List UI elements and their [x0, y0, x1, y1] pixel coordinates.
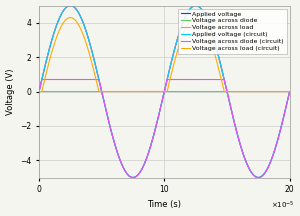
Text: $\times10^{-5}$: $\times10^{-5}$	[271, 200, 295, 211]
Voltage across diode	[281, 120, 284, 123]
Applied voltage	[37, 90, 41, 93]
Voltage across load	[281, 90, 284, 93]
Applied voltage (circuit)	[281, 120, 284, 123]
Applied voltage	[50, 39, 54, 41]
Applied voltage (circuit)	[68, 4, 72, 7]
Line: Applied voltage (circuit): Applied voltage (circuit)	[39, 6, 290, 178]
Voltage across load (circuit)	[288, 90, 291, 93]
Line: Voltage across diode (circuit): Voltage across diode (circuit)	[39, 79, 290, 178]
Applied voltage (circuit)	[37, 90, 41, 93]
Voltage across load	[68, 4, 72, 7]
Applied voltage	[281, 120, 284, 123]
Voltage across diode	[152, 132, 156, 135]
Applied voltage (circuit)	[288, 90, 291, 93]
Applied voltage (circuit)	[50, 39, 54, 41]
Voltage across load (circuit)	[68, 16, 72, 19]
Applied voltage	[152, 132, 156, 134]
X-axis label: Time (s): Time (s)	[147, 200, 181, 209]
Applied voltage	[288, 90, 291, 93]
Line: Voltage across load (circuit): Voltage across load (circuit)	[39, 17, 290, 92]
Voltage across diode (circuit)	[235, 130, 238, 132]
Voltage across load (circuit)	[281, 90, 284, 93]
Voltage across diode (circuit)	[40, 78, 44, 81]
Voltage across load	[152, 90, 156, 93]
Voltage across load (circuit)	[280, 90, 284, 93]
Voltage across diode	[288, 90, 291, 93]
Voltage across diode (circuit)	[256, 176, 260, 179]
Voltage across diode (circuit)	[281, 120, 284, 122]
Voltage across load (circuit)	[159, 90, 163, 93]
Applied voltage (circuit)	[159, 105, 163, 107]
Applied voltage (circuit)	[152, 132, 156, 134]
Voltage across load	[288, 90, 291, 93]
Voltage across load (circuit)	[152, 90, 156, 93]
Voltage across diode (circuit)	[159, 105, 163, 107]
Applied voltage	[159, 105, 163, 107]
Voltage across diode (circuit)	[152, 132, 156, 134]
Voltage across load (circuit)	[50, 51, 54, 53]
Voltage across load (circuit)	[37, 90, 41, 93]
Applied voltage	[235, 130, 238, 132]
Voltage across diode	[235, 129, 238, 132]
Applied voltage (circuit)	[235, 130, 238, 132]
Voltage across diode (circuit)	[288, 90, 291, 93]
Applied voltage (circuit)	[281, 120, 284, 122]
Line: Voltage across load: Voltage across load	[39, 6, 290, 92]
Voltage across load	[235, 90, 238, 93]
Voltage across diode	[256, 176, 260, 179]
Applied voltage	[256, 176, 260, 179]
Voltage across diode (circuit)	[50, 78, 54, 81]
Voltage across diode	[280, 121, 284, 124]
Voltage across load	[37, 90, 41, 93]
Applied voltage	[281, 120, 284, 122]
Line: Applied voltage: Applied voltage	[39, 6, 290, 178]
Voltage across load	[50, 39, 54, 41]
Voltage across load	[159, 90, 163, 93]
Voltage across load (circuit)	[235, 90, 238, 93]
Voltage across load	[280, 90, 284, 93]
Voltage across diode (circuit)	[37, 90, 41, 93]
Line: Voltage across diode: Voltage across diode	[39, 92, 290, 178]
Voltage across diode	[159, 105, 163, 108]
Voltage across diode	[50, 90, 54, 93]
Legend: Applied voltage, Voltage across diode, Voltage across load, Applied voltage (cir: Applied voltage, Voltage across diode, V…	[178, 9, 286, 54]
Y-axis label: Voltage (V): Voltage (V)	[6, 68, 15, 115]
Applied voltage (circuit)	[256, 176, 260, 179]
Applied voltage	[68, 4, 72, 7]
Voltage across diode	[37, 90, 41, 93]
Voltage across diode (circuit)	[281, 120, 284, 123]
